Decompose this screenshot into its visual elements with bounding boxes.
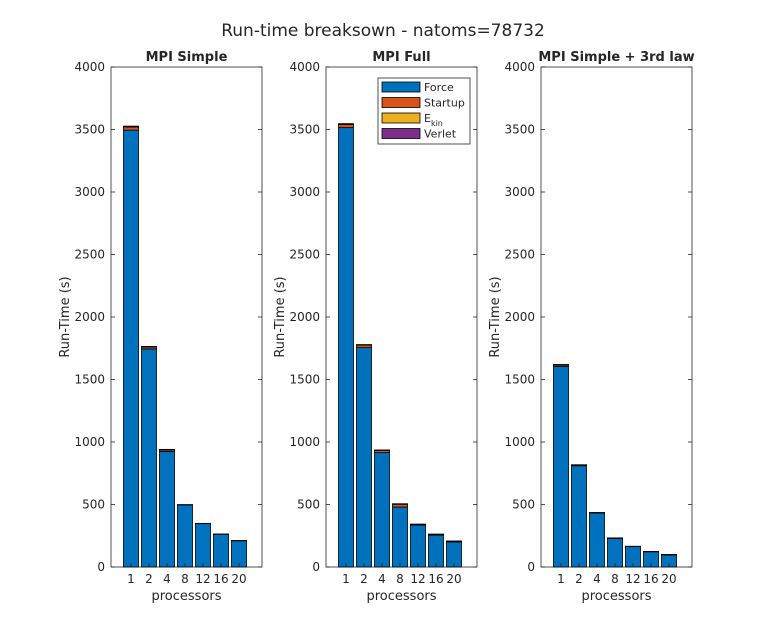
bar-startup-8 (392, 503, 408, 508)
y-tick-label: 0 (527, 560, 535, 574)
y-tick-label: 4000 (504, 60, 535, 74)
x-tick-label: 2 (145, 572, 153, 586)
y-tick-label: 2000 (504, 310, 535, 324)
legend-swatch-1 (381, 97, 421, 108)
y-tick-label: 4000 (74, 60, 105, 74)
y-tick-label: 3000 (289, 185, 320, 199)
y-tick-label: 3500 (74, 123, 105, 137)
bar-force-1 (338, 127, 354, 568)
bar-force-4 (374, 452, 390, 568)
legend-label-text: E (424, 112, 431, 125)
x-tick-label: 16 (643, 572, 658, 586)
legend-label-text: Force (424, 81, 454, 94)
y-tick-label: 500 (512, 498, 535, 512)
y-tick-label: 2500 (74, 248, 105, 262)
bar-force-1 (123, 129, 139, 568)
legend-label-subscript: kin (431, 119, 443, 128)
y-tick-label: 1000 (74, 435, 105, 449)
bar-force-8 (177, 504, 193, 568)
bar-force-2 (141, 348, 157, 568)
bar-force-8 (392, 506, 408, 568)
y-tick-label: 2500 (504, 248, 535, 262)
y-tick-label: 500 (297, 498, 320, 512)
y-tick-label: 1000 (504, 435, 535, 449)
bar-force-2 (571, 465, 587, 568)
bar-force-1 (553, 365, 569, 568)
x-tick-label: 12 (410, 572, 425, 586)
legend-label-text: Verlet (424, 128, 457, 141)
y-axis-label: Run-Time (s) (488, 276, 503, 357)
y-tick-label: 3000 (74, 185, 105, 199)
x-tick-label: 1 (127, 572, 135, 586)
bar-force-12 (195, 523, 211, 568)
bar-force-8 (607, 538, 623, 568)
legend-label: Startup (424, 97, 465, 110)
x-tick-label: 16 (428, 572, 443, 586)
panel-title: MPI Full (372, 50, 430, 65)
bar-force-12 (410, 524, 426, 568)
legend-label-text: Startup (424, 97, 465, 110)
x-tick-label: 1 (557, 572, 565, 586)
y-tick-label: 2000 (289, 310, 320, 324)
y-tick-label: 0 (97, 560, 105, 574)
panel-title: MPI Simple + 3rd law (538, 50, 694, 65)
x-axis-label: processors (366, 589, 436, 604)
bar-startup-1 (123, 126, 139, 131)
y-tick-label: 3000 (504, 185, 535, 199)
bar-startup-1 (338, 124, 354, 129)
bar-force-2 (356, 347, 372, 568)
legend-swatch-2 (381, 112, 421, 124)
y-axis-label: Run-Time (s) (58, 276, 73, 357)
x-tick-label: 2 (360, 572, 368, 586)
x-tick-label: 20 (446, 572, 461, 586)
bar-force-16 (428, 534, 444, 568)
y-tick-label: 4000 (289, 60, 320, 74)
bar-force-16 (213, 533, 229, 568)
x-tick-label: 20 (661, 572, 676, 586)
y-tick-label: 1500 (289, 373, 320, 387)
legend-swatch-0 (381, 81, 421, 93)
x-tick-label: 8 (181, 572, 189, 586)
y-axis-label: Run-Time (s) (273, 276, 288, 357)
x-tick-label: 1 (342, 572, 350, 586)
y-tick-label: 500 (82, 498, 105, 512)
bar-force-4 (589, 512, 605, 568)
bar-force-4 (159, 450, 175, 568)
y-tick-label: 2500 (289, 248, 320, 262)
y-tick-label: 1000 (289, 435, 320, 449)
x-tick-label: 4 (163, 572, 171, 586)
x-axis-label: processors (151, 589, 221, 604)
legend-label: Force (424, 81, 454, 94)
y-tick-label: 3500 (289, 123, 320, 137)
legend-label: Ekin (424, 112, 443, 128)
legend-label: Verlet (424, 128, 457, 141)
x-tick-label: 12 (625, 572, 640, 586)
x-tick-label: 8 (396, 572, 404, 586)
x-tick-label: 12 (195, 572, 210, 586)
x-tick-label: 20 (231, 572, 246, 586)
y-tick-label: 1500 (504, 373, 535, 387)
figure-title: Run-time breaksown - natoms=78732 (221, 21, 545, 41)
x-tick-label: 2 (575, 572, 583, 586)
panel-title: MPI Simple (146, 50, 228, 65)
x-tick-label: 4 (378, 572, 386, 586)
x-axis-label: processors (581, 589, 651, 604)
legend-swatch-3 (381, 128, 421, 139)
y-tick-label: 3500 (504, 123, 535, 137)
y-tick-label: 0 (312, 560, 320, 574)
x-tick-label: 8 (611, 572, 619, 586)
y-tick-label: 1500 (74, 373, 105, 387)
x-tick-label: 4 (593, 572, 601, 586)
y-tick-label: 2000 (74, 310, 105, 324)
x-tick-label: 16 (213, 572, 228, 586)
